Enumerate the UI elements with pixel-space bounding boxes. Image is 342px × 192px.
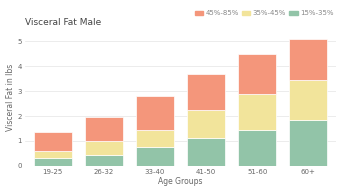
- Bar: [34, 151, 72, 158]
- Y-axis label: Visceral Fat in lbs: Visceral Fat in lbs: [5, 64, 15, 131]
- Bar: [34, 132, 72, 151]
- Bar: [289, 39, 328, 80]
- Bar: [85, 117, 123, 141]
- Bar: [187, 74, 225, 110]
- Bar: [34, 158, 72, 166]
- X-axis label: Age Groups: Age Groups: [158, 177, 203, 186]
- Bar: [187, 138, 225, 166]
- Bar: [85, 141, 123, 155]
- Bar: [289, 80, 328, 120]
- Legend: 45%-85%, 35%-45%, 15%-35%: 45%-85%, 35%-45%, 15%-35%: [192, 7, 336, 19]
- Bar: [136, 130, 174, 147]
- Bar: [238, 130, 276, 166]
- Text: Visceral Fat Male: Visceral Fat Male: [25, 17, 101, 26]
- Bar: [187, 110, 225, 138]
- Bar: [238, 54, 276, 94]
- Bar: [289, 120, 328, 166]
- Bar: [85, 155, 123, 166]
- Bar: [238, 94, 276, 130]
- Bar: [136, 96, 174, 130]
- Bar: [136, 147, 174, 166]
